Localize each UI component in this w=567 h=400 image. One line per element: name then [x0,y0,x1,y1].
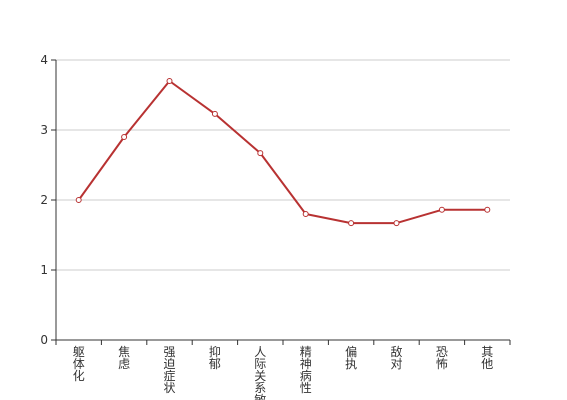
data-point[interactable] [211,110,218,117]
series-line [77,80,488,225]
x-tick-label: 强迫症状 [163,345,175,395]
x-tick-label: 敌对 [390,344,402,371]
data-point[interactable] [302,211,309,217]
data-point[interactable] [75,197,82,203]
data-point[interactable] [257,150,264,157]
y-tick-label: 2 [40,193,48,207]
x-axis-ticks: 躯体化 焦虑 强迫症状 抑郁 人际关系敏感 精神病性 偏执 敌对 恐怖 其他 [55,340,511,400]
grid-lines [56,59,510,271]
series [77,80,488,225]
y-tick-label: 4 [40,53,48,67]
y-tick-label: 3 [40,123,48,137]
x-tick-label: 精神病性 [300,345,312,395]
markers [75,78,491,227]
x-tick-label: 偏执 [345,344,357,371]
x-tick-label: 焦虑 [118,345,130,371]
data-point[interactable] [348,220,355,227]
y-tick-label: 1 [40,263,48,277]
x-tick-label: 躯体化 [73,344,85,383]
x-tick-label: 其他 [481,345,493,371]
x-tick-label: 人际关系敏感 [254,345,266,400]
data-point[interactable] [393,220,400,227]
data-point[interactable] [166,78,173,84]
x-tick-label: 恐怖 [436,345,448,371]
data-point[interactable] [438,206,445,213]
x-tick-label: 抑郁 [209,344,221,371]
y-axis-ticks: 0 1 2 3 4 [40,53,56,347]
data-point[interactable] [121,134,128,140]
y-tick-label: 0 [40,333,48,347]
data-point[interactable] [484,206,491,213]
